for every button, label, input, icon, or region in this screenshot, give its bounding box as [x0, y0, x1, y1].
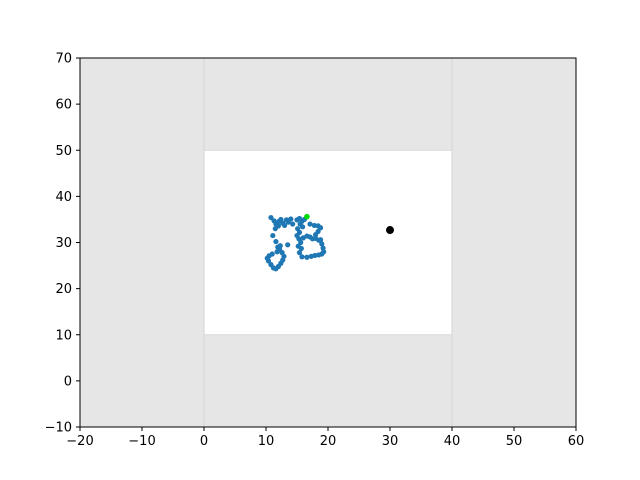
scatter-point: [268, 262, 274, 268]
x-tick-label: −20: [66, 434, 93, 449]
x-tick-label: −10: [128, 434, 155, 449]
scatter-point: [277, 243, 283, 249]
free-area-region: [204, 150, 452, 335]
scatter-point: [290, 221, 296, 227]
scatter-point: [269, 251, 275, 257]
x-tick-label: 0: [200, 434, 208, 449]
scatter-point: [270, 232, 276, 239]
scatter-point: [299, 224, 306, 230]
scatter-point: [308, 253, 314, 259]
x-tick-label: 20: [320, 434, 337, 449]
scatter-point: [298, 245, 304, 252]
scatter-point: [307, 221, 313, 227]
x-tick-label: 30: [382, 434, 399, 449]
scatter-point: [313, 232, 319, 238]
y-tick-label: −10: [45, 421, 72, 436]
highlight-point: [304, 213, 310, 220]
scatter-point: [317, 225, 324, 231]
scatter-point: [304, 254, 310, 260]
scatter-point: [288, 216, 294, 222]
scatter-point: [285, 242, 291, 248]
x-tick-label: 10: [258, 434, 275, 449]
y-tick-label: 10: [55, 328, 72, 343]
scatter-point: [299, 254, 305, 260]
scatter-point: [272, 226, 278, 232]
points-layer: [264, 213, 394, 272]
y-tick-label: 0: [64, 374, 72, 389]
y-tick-label: 70: [55, 52, 72, 67]
x-tick-label: 60: [568, 434, 585, 449]
y-tick-label: 60: [55, 98, 72, 113]
x-tick-label: 40: [444, 434, 461, 449]
y-tick-label: 40: [55, 190, 72, 205]
x-tick-label: 50: [506, 434, 523, 449]
target-point: [386, 226, 394, 235]
region-layer: [80, 58, 576, 427]
y-tick-label: 20: [55, 282, 72, 297]
scatter-point: [317, 237, 324, 243]
scatter-point: [319, 241, 325, 247]
scatter-point: [298, 239, 304, 246]
scatter-point: [296, 250, 303, 256]
y-tick-label: 30: [55, 236, 72, 251]
y-tick-label: 50: [55, 144, 72, 159]
scatter-point: [268, 214, 274, 221]
scatter-point: [273, 238, 279, 245]
scatter-point: [282, 222, 288, 229]
scatter-point: [274, 249, 280, 255]
